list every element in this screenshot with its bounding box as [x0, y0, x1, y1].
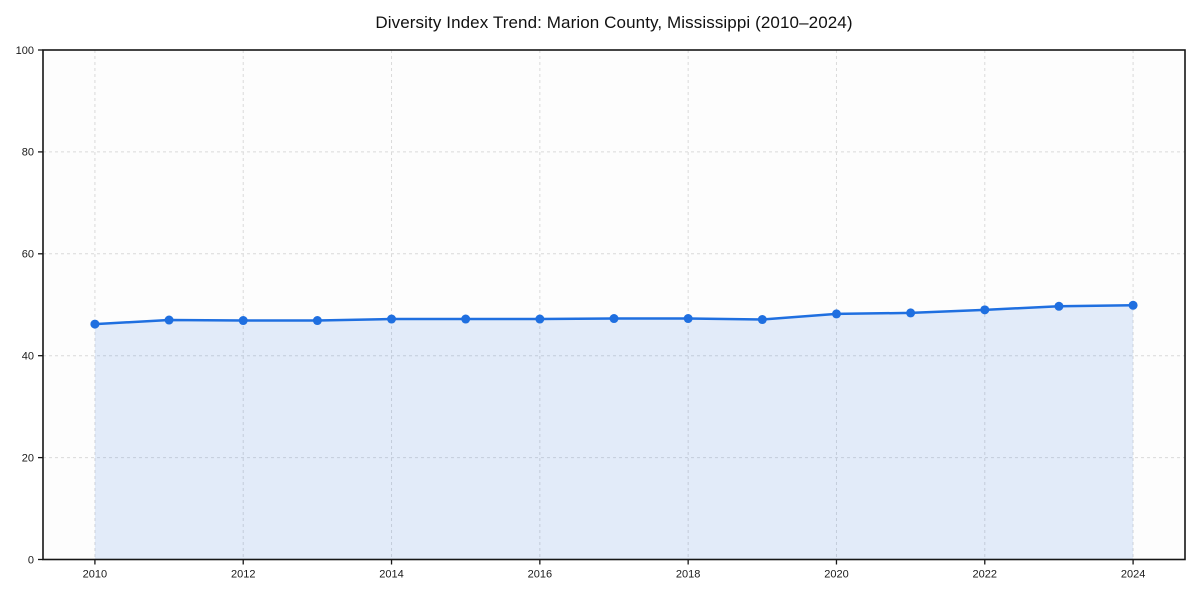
- data-point-2015: [461, 314, 471, 324]
- data-point-2017: [609, 314, 619, 324]
- y-tick-label: 0: [28, 554, 34, 566]
- y-tick-label: 100: [16, 45, 34, 57]
- x-tick-label: 2022: [973, 569, 997, 581]
- data-point-2012: [238, 316, 248, 326]
- data-point-2023: [1054, 301, 1064, 311]
- x-tick-label: 2010: [83, 569, 107, 581]
- data-point-2022: [980, 305, 990, 315]
- axis-border: [42, 49, 1186, 561]
- data-point-2013: [312, 316, 322, 326]
- y-tick-label: 40: [22, 351, 34, 363]
- y-tick-label: 80: [22, 147, 34, 159]
- plot-background: [43, 50, 1185, 560]
- data-point-2011: [164, 315, 174, 325]
- x-tick-label: 2016: [528, 569, 552, 581]
- data-point-2019: [757, 315, 767, 325]
- x-tick-label: 2024: [1121, 569, 1145, 581]
- data-point-2021: [906, 308, 916, 318]
- data-point-2020: [831, 309, 841, 319]
- chart-title: Diversity Index Trend: Marion County, Mi…: [375, 13, 853, 32]
- x-tick-label: 2020: [824, 569, 848, 581]
- x-tick-label: 2012: [231, 569, 255, 581]
- x-tick-label: 2018: [676, 569, 700, 581]
- data-point-2024: [1128, 300, 1138, 310]
- area-fill: [94, 305, 1134, 560]
- data-point-2016: [535, 314, 545, 324]
- data-point-2018: [683, 314, 693, 324]
- y-tick-label: 20: [22, 452, 34, 464]
- x-tick-label: 2014: [379, 569, 403, 581]
- y-tick-label: 60: [22, 249, 34, 261]
- data-point-2014: [387, 314, 397, 324]
- data-point-2010: [90, 319, 100, 329]
